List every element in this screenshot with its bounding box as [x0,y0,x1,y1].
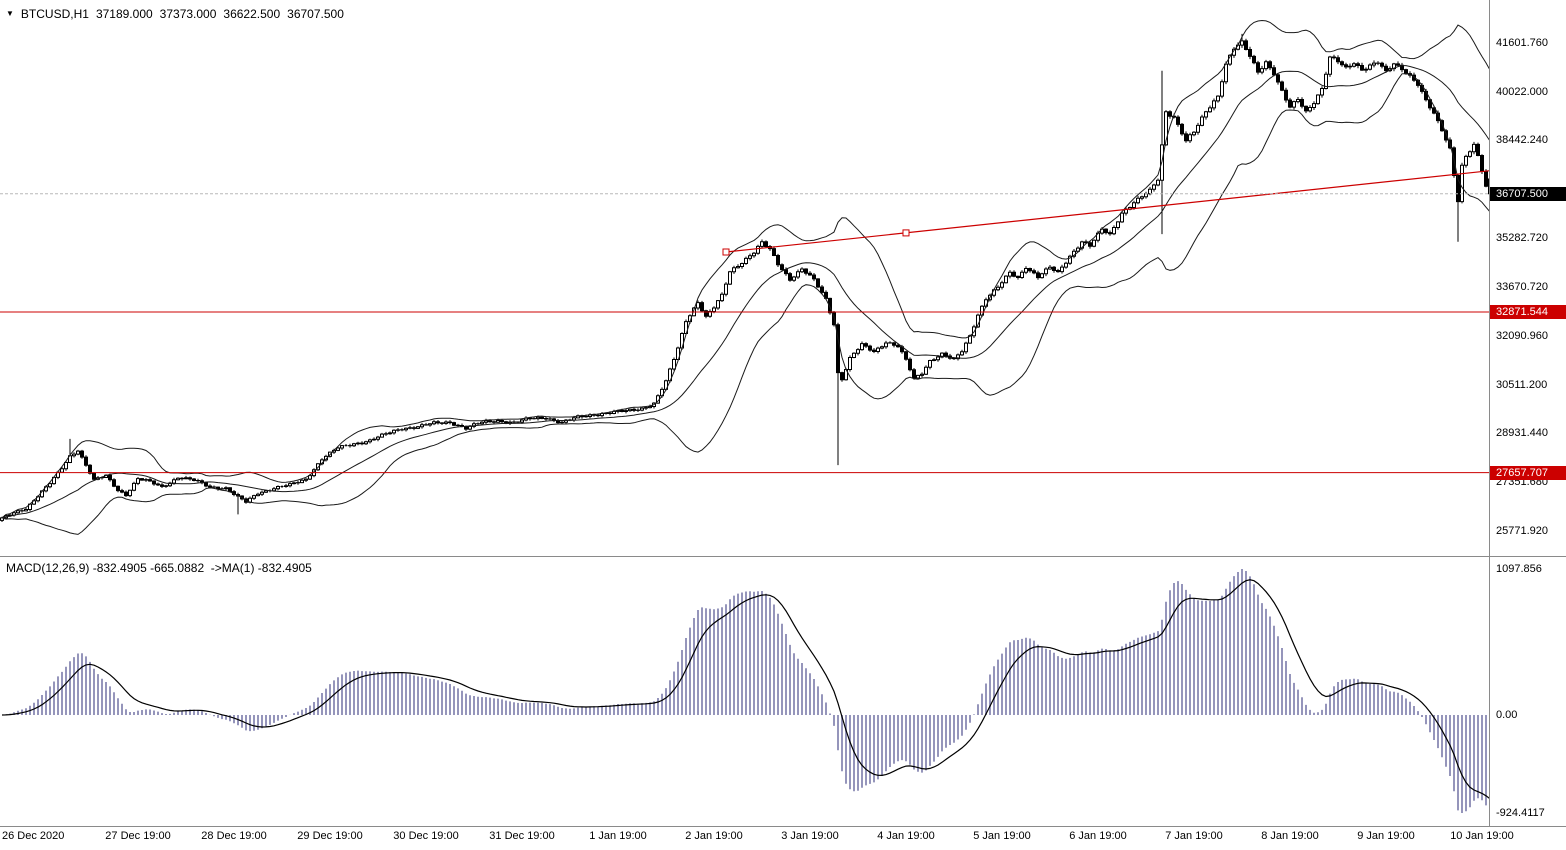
time-axis-label: 2 Jan 19:00 [685,830,743,842]
time-axis-label: 31 Dec 19:00 [489,830,555,842]
time-axis-label: 9 Jan 19:00 [1357,830,1415,842]
price-axis-label: 32090.960 [1496,330,1548,342]
time-axis-separator [0,826,1566,827]
time-axis-label: 6 Jan 19:00 [1069,830,1127,842]
macd-panel-canvas[interactable] [0,556,1490,826]
ohlc-high: 37373.000 [159,7,217,21]
price-chart-canvas[interactable] [0,0,1490,556]
price-axis-label: 35282.720 [1496,232,1548,244]
price-axis-label: 25771.920 [1496,525,1548,537]
ohlc-open: 37189.000 [95,7,153,21]
symbol-period-label: BTCUSD,H1 [20,7,89,21]
price-axis-label: 30511.200 [1496,379,1548,391]
price-axis-label: 33670.720 [1496,281,1548,293]
macd-axis-label: 1097.856 [1496,563,1542,575]
price-line-tag: 27657.707 [1490,466,1566,480]
time-axis-label: 29 Dec 19:00 [297,830,363,842]
current-price-tag: 36707.500 [1490,187,1566,201]
time-axis-label: 30 Dec 19:00 [393,830,459,842]
price-axis-label: 41601.760 [1496,37,1548,49]
time-axis-label: 10 Jan 19:00 [1450,830,1514,842]
time-axis[interactable]: 26 Dec 2020 27 Dec 19:00 28 Dec 19:00 29 De… [0,827,1566,850]
time-axis-label: 1 Jan 19:00 [589,830,647,842]
time-axis-label: 4 Jan 19:00 [877,830,935,842]
macd-axis-label: 0.00 [1496,709,1518,721]
price-axis-label: 40022.000 [1496,86,1548,98]
price-axis-separator [1489,0,1490,826]
time-axis-label: 7 Jan 19:00 [1165,830,1223,842]
time-axis-label: 3 Jan 19:00 [781,830,839,842]
price-axis-label: 28931.440 [1496,427,1548,439]
chart-ohlc-header: ▼ BTCUSD,H1 37189.000 37373.000 36622.50… [6,7,344,21]
ohlc-low: 36622.500 [223,7,281,21]
price-axis[interactable]: 41601.760 40022.000 38442.240 35282.720 3367… [1490,0,1566,826]
time-axis-label: 28 Dec 19:00 [201,830,267,842]
time-axis-label: 26 Dec 2020 [2,830,65,842]
macd-indicator-label: MACD(12,26,9) -832.4905 -665.0882 ->MA(1… [6,561,312,575]
symbol-dropdown-icon[interactable]: ▼ [6,9,14,18]
panel-separator[interactable] [0,556,1566,557]
price-axis-label: 38442.240 [1496,134,1548,146]
time-axis-label: 5 Jan 19:00 [973,830,1031,842]
ohlc-close: 36707.500 [287,7,344,21]
time-axis-label: 8 Jan 19:00 [1261,830,1319,842]
macd-axis-label: -924.4117 [1496,807,1545,819]
time-axis-label: 27 Dec 19:00 [105,830,171,842]
price-line-tag: 32871.544 [1490,305,1566,319]
